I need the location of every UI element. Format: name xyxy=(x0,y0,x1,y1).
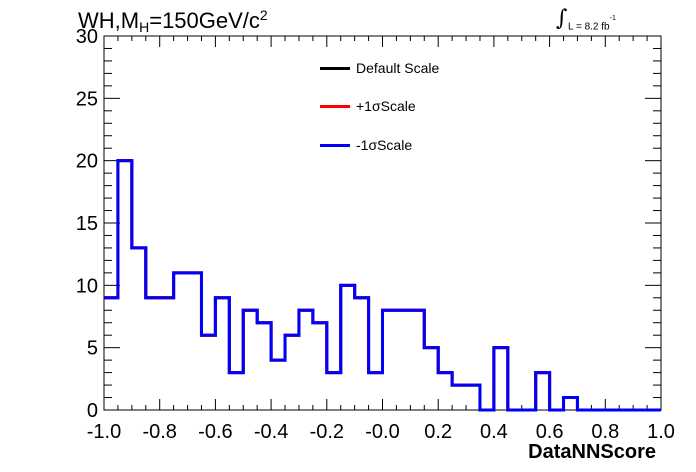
integral-symbol: ∫ xyxy=(556,6,568,31)
x-axis-title: DataNNScore xyxy=(528,441,656,463)
x-tick-label: -0.8 xyxy=(142,421,176,443)
legend-item: Default Scale xyxy=(320,58,439,78)
x-tick-label: 0.8 xyxy=(591,421,619,443)
y-tick-label: 0 xyxy=(87,400,98,422)
y-tick-label: 30 xyxy=(76,26,98,48)
legend-swatch xyxy=(320,104,350,108)
x-tick-label: 0.2 xyxy=(424,421,452,443)
legend-label: -1σScale xyxy=(356,137,413,153)
luminosity-unit-exponent: -1 xyxy=(609,15,616,22)
series-layer xyxy=(104,159,661,412)
legend-label: +1σScale xyxy=(356,98,416,114)
x-tick-label: -0.6 xyxy=(198,421,232,443)
y-tick-label: 15 xyxy=(76,213,98,235)
x-tick-label: -0.0 xyxy=(365,421,399,443)
legend-swatch xyxy=(320,66,350,70)
legend-swatch xyxy=(320,143,350,147)
series-line xyxy=(104,159,661,412)
x-tick-label: 0.4 xyxy=(480,421,508,443)
chart-title: WH,MH=150GeV/c2 xyxy=(78,7,268,35)
x-tick-label: -0.4 xyxy=(254,421,288,443)
legend-label: Default Scale xyxy=(356,60,440,76)
y-tick-label: 20 xyxy=(76,151,98,173)
axes: -1.0 -0.8 -0.6 -0.4 -0.2 -0.0 0.2 0.4 0.6 0.8 1.0 0… xyxy=(76,26,675,443)
x-tick-label: 1.0 xyxy=(647,421,675,443)
x-tick-label: 0.6 xyxy=(536,421,564,443)
legend-item: -1σScale xyxy=(320,135,412,155)
y-tick-label: 10 xyxy=(76,275,98,297)
y-tick-label: 5 xyxy=(87,338,98,360)
y-tick-label: 25 xyxy=(76,88,98,110)
x-tick-label: -1.0 xyxy=(87,421,121,443)
luminosity-text: L = 8.2 fb xyxy=(568,21,610,33)
x-tick-label: -0.2 xyxy=(310,421,344,443)
legend-item: +1σScale xyxy=(320,96,416,116)
